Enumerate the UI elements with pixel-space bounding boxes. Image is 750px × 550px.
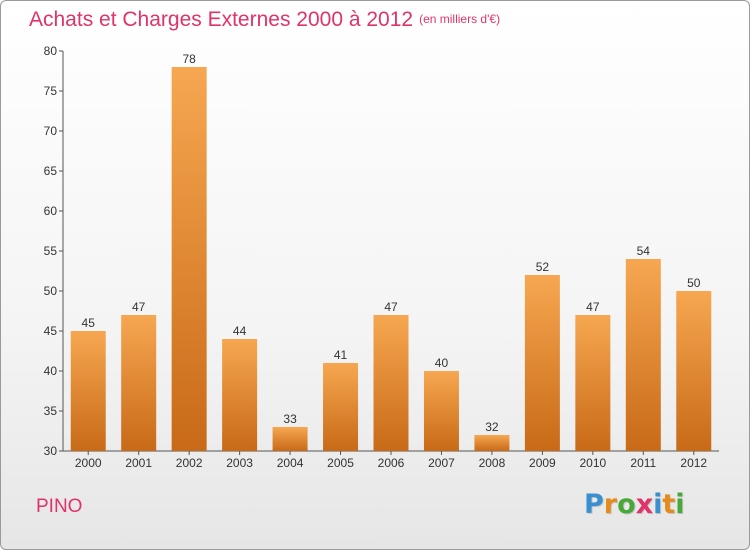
x-tick-label: 2003 bbox=[226, 456, 253, 470]
data-label: 47 bbox=[132, 300, 146, 314]
logo-letter: P bbox=[584, 489, 604, 520]
logo-letter: i bbox=[653, 489, 663, 520]
data-label: 54 bbox=[637, 244, 651, 258]
bar bbox=[272, 427, 308, 451]
x-tick-label: 2001 bbox=[125, 456, 152, 470]
bar bbox=[323, 363, 359, 451]
y-tick-label: 75 bbox=[44, 84, 58, 98]
x-tick-label: 2008 bbox=[479, 456, 506, 470]
y-tick-label: 40 bbox=[44, 364, 58, 378]
x-tick-label: 2011 bbox=[630, 456, 656, 470]
chart-title-text: Achats et Charges Externes 2000 à 2012 bbox=[29, 8, 414, 31]
data-label: 50 bbox=[687, 276, 701, 290]
data-label: 41 bbox=[334, 348, 348, 362]
bar bbox=[121, 315, 157, 451]
logo-letter: r bbox=[603, 489, 618, 520]
x-tick-label: 2002 bbox=[176, 456, 203, 470]
chart-subtitle: (en milliers d'€) bbox=[419, 12, 501, 26]
data-label: 45 bbox=[82, 316, 96, 330]
x-tick-label: 2000 bbox=[75, 456, 102, 470]
y-tick-label: 60 bbox=[44, 204, 58, 218]
proxiti-logo[interactable]: Proxiti bbox=[584, 489, 685, 520]
bar bbox=[676, 291, 712, 451]
logo-letter: o bbox=[617, 489, 636, 520]
x-tick-label: 2012 bbox=[680, 456, 707, 470]
bar bbox=[171, 67, 207, 451]
y-tick-label: 45 bbox=[44, 324, 58, 338]
logo-letter: t bbox=[662, 489, 676, 520]
x-tick-label: 2004 bbox=[277, 456, 304, 470]
chart-title: Achats et Charges Externes 2000 à 2012 (e… bbox=[29, 8, 500, 32]
data-label: 47 bbox=[384, 300, 398, 314]
data-labels: 45 47 78 44 33 41 47 40 32 52 47 54 50 bbox=[82, 52, 701, 434]
y-tick-label: 30 bbox=[44, 444, 58, 458]
x-tick-label: 2010 bbox=[579, 456, 606, 470]
data-label: 78 bbox=[182, 52, 196, 66]
bars bbox=[70, 67, 712, 451]
x-tick-label: 2006 bbox=[378, 456, 405, 470]
data-label: 32 bbox=[485, 420, 499, 434]
bar bbox=[625, 259, 661, 451]
data-label: 33 bbox=[283, 412, 297, 426]
data-label: 40 bbox=[435, 356, 449, 370]
bar bbox=[222, 339, 258, 451]
bar bbox=[70, 331, 106, 451]
y-tick-label: 35 bbox=[44, 404, 58, 418]
y-tick-label: 50 bbox=[44, 284, 58, 298]
bar bbox=[423, 371, 459, 451]
bar bbox=[575, 315, 611, 451]
commune-name: PINO bbox=[36, 496, 83, 517]
y-tick-label: 55 bbox=[44, 244, 58, 258]
bar bbox=[524, 275, 560, 451]
bar bbox=[373, 315, 409, 451]
x-tick-label: 2007 bbox=[428, 456, 455, 470]
data-label: 52 bbox=[536, 260, 550, 274]
x-tick-label: 2005 bbox=[327, 456, 354, 470]
data-label: 47 bbox=[586, 300, 600, 314]
logo-letter: i bbox=[675, 489, 685, 520]
logo-letter: x bbox=[635, 489, 654, 520]
y-tick-label: 65 bbox=[44, 164, 58, 178]
bar bbox=[474, 435, 510, 451]
x-tick-label: 2009 bbox=[529, 456, 556, 470]
y-tick-label: 80 bbox=[44, 44, 58, 58]
y-tick-label: 70 bbox=[44, 124, 58, 138]
data-label: 44 bbox=[233, 324, 247, 338]
